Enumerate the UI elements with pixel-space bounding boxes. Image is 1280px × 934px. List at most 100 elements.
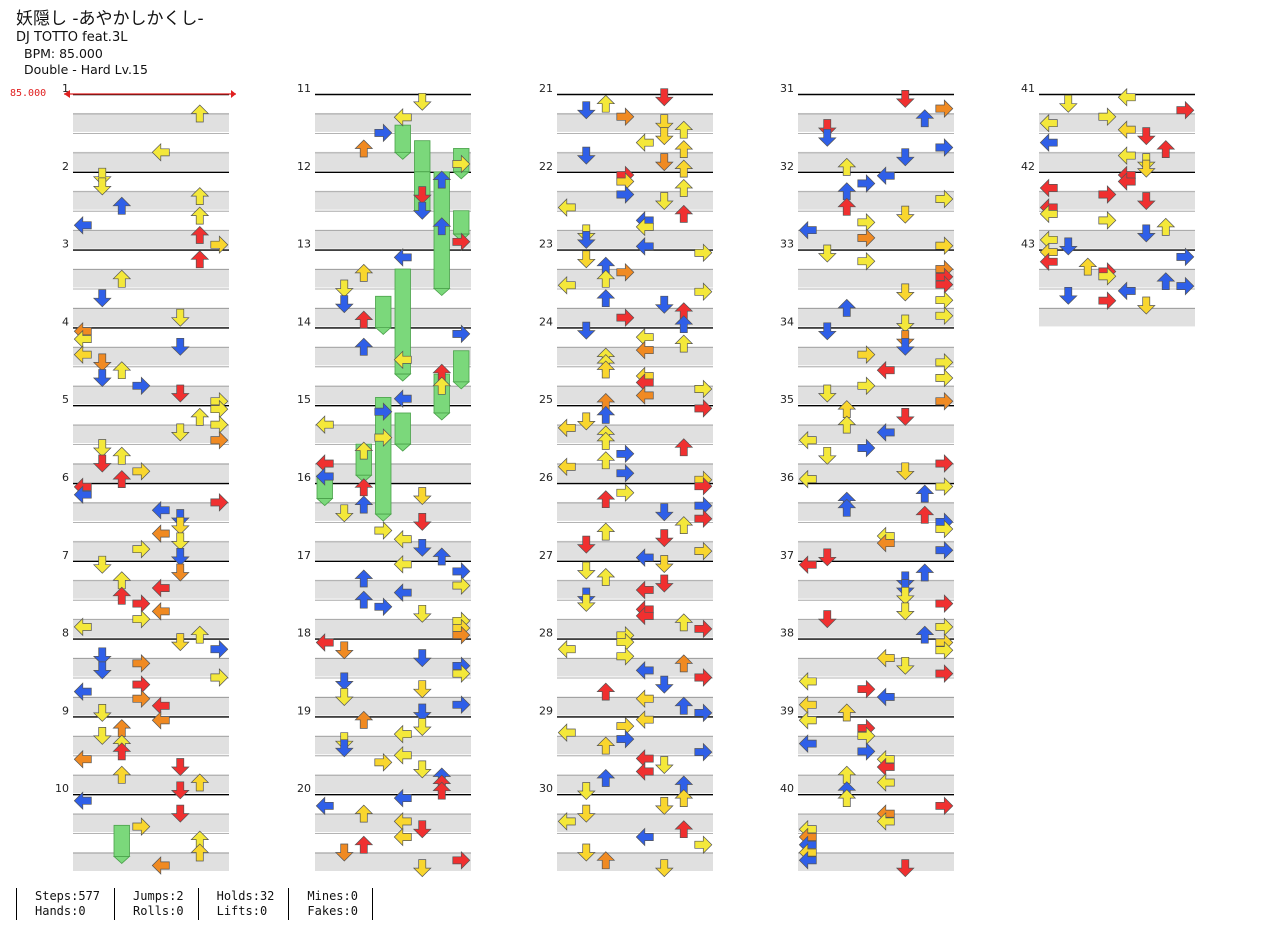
arrow-note-up bbox=[432, 547, 452, 566]
arrow-note-right bbox=[694, 379, 713, 399]
chart-header: 妖隠し -あやかしかくし- DJ TOTTO feat.3L BPM: 85.0… bbox=[16, 8, 204, 78]
grey-band bbox=[557, 657, 713, 677]
stats-col-4: Mines:0 Fakes:0 bbox=[288, 888, 373, 920]
arrow-note-down bbox=[412, 703, 432, 722]
grey-band bbox=[557, 307, 713, 327]
grey-band bbox=[557, 112, 713, 132]
arrow-note-left bbox=[798, 555, 817, 575]
grey-band bbox=[557, 696, 713, 716]
grey-band bbox=[73, 852, 229, 871]
arrow-note-left bbox=[1117, 172, 1136, 191]
arrow-note-up bbox=[596, 490, 616, 509]
arrow-note-down bbox=[895, 314, 915, 333]
measure-number: 13 bbox=[297, 238, 311, 251]
grey-band bbox=[798, 657, 954, 677]
arrow-note-right bbox=[857, 251, 876, 271]
hold-end bbox=[374, 327, 393, 335]
arrow-note-right bbox=[935, 640, 954, 660]
measure-number: 11 bbox=[297, 82, 311, 95]
arrow-note-right bbox=[935, 796, 954, 816]
arrow-note-left bbox=[876, 533, 895, 553]
arrow-note-right bbox=[857, 345, 876, 364]
grey-band bbox=[557, 190, 713, 210]
arrow-note-down bbox=[817, 548, 837, 567]
measure-number: 3 bbox=[62, 238, 69, 251]
arrow-note-down bbox=[576, 321, 596, 340]
arrow-note-left bbox=[635, 606, 654, 626]
grey-band bbox=[557, 735, 713, 755]
bpm-line bbox=[64, 90, 236, 98]
measure-number: 14 bbox=[297, 315, 311, 328]
arrow-note-up bbox=[190, 187, 210, 205]
arrow-note-down bbox=[654, 295, 674, 314]
stat-rolls: Rolls:0 bbox=[133, 904, 184, 918]
grey-band bbox=[1039, 112, 1195, 132]
arrow-note-left bbox=[73, 749, 92, 769]
arrow-note-left bbox=[151, 142, 170, 162]
arrow-note-right bbox=[210, 430, 229, 450]
arrow-note-right bbox=[694, 541, 713, 561]
measure-lines bbox=[73, 93, 1195, 854]
arrow-note-down bbox=[92, 289, 112, 308]
stats-col-1: Steps:577 Hands:0 bbox=[15, 888, 115, 920]
arrow-note-left bbox=[393, 827, 412, 847]
arrow-note-right bbox=[210, 668, 229, 687]
arrow-note-down bbox=[412, 859, 432, 878]
arrow-note-left bbox=[798, 672, 817, 691]
arrow-note-right bbox=[935, 594, 954, 613]
arrow-note-left bbox=[798, 710, 817, 730]
arrow-note-down bbox=[412, 487, 432, 505]
grey-band bbox=[557, 424, 713, 444]
grey-band bbox=[557, 852, 713, 871]
arrow-note-up bbox=[674, 613, 694, 632]
grey-band bbox=[315, 774, 471, 794]
bpm-label: BPM: 85.000 bbox=[24, 46, 103, 61]
arrow-note-down bbox=[576, 561, 596, 580]
grey-band bbox=[798, 268, 954, 288]
hold-end bbox=[112, 856, 131, 864]
arrow-note-left bbox=[393, 745, 412, 765]
arrow-note-up bbox=[837, 789, 857, 807]
grey-band bbox=[557, 463, 713, 482]
arrow-note-right bbox=[1176, 276, 1195, 296]
grey-band bbox=[73, 696, 229, 716]
grey-band bbox=[73, 618, 229, 638]
arrow-note-right bbox=[857, 174, 876, 193]
stat-hands: Hands:0 bbox=[35, 904, 86, 918]
arrow-note-down bbox=[654, 192, 674, 210]
arrow-note-right bbox=[694, 509, 713, 529]
arrow-note-up bbox=[596, 568, 616, 586]
grey-band bbox=[557, 501, 713, 521]
hold-end bbox=[393, 443, 412, 452]
measure-number: 20 bbox=[297, 782, 311, 795]
arrow-note-up bbox=[354, 337, 374, 356]
arrow-note-down bbox=[654, 756, 674, 774]
arrow-note-down bbox=[412, 820, 432, 839]
arrow-note-right bbox=[1098, 185, 1117, 204]
grey-band bbox=[315, 501, 471, 521]
arrow-note-up bbox=[674, 820, 694, 839]
arrow-note-up bbox=[596, 451, 616, 470]
measure-number: 21 bbox=[539, 82, 553, 95]
arrow-note-down bbox=[817, 119, 837, 137]
arrow-note-right bbox=[935, 454, 954, 473]
hold-end bbox=[393, 151, 412, 160]
arrow-note-right bbox=[1098, 211, 1117, 230]
arrow-note-right bbox=[452, 576, 471, 595]
grey-band bbox=[1039, 268, 1195, 288]
arrow-note-down bbox=[817, 384, 837, 403]
arrow-note-left bbox=[1117, 87, 1136, 107]
grey-band bbox=[798, 151, 954, 171]
hold-body bbox=[375, 295, 392, 328]
arrow-note-up bbox=[674, 179, 694, 197]
arrow-note-right bbox=[616, 463, 635, 483]
grey-band bbox=[315, 307, 471, 327]
arrow-note-down bbox=[817, 446, 837, 465]
arrow-note-down bbox=[412, 649, 432, 668]
arrow-note-down bbox=[1058, 94, 1078, 113]
arrow-note-down bbox=[895, 462, 915, 481]
arrow-note-left bbox=[798, 850, 817, 870]
arrow-note-left bbox=[393, 554, 412, 574]
grey-band bbox=[557, 813, 713, 833]
arrow-note-left bbox=[876, 423, 895, 442]
